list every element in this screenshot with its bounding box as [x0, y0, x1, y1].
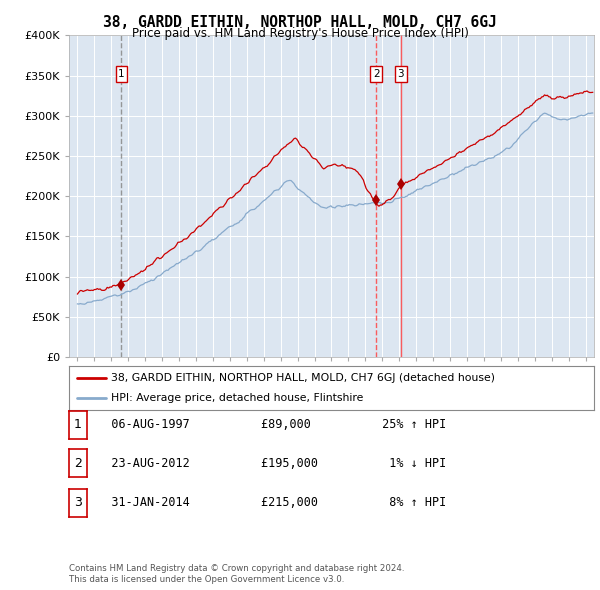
Text: Contains HM Land Registry data © Crown copyright and database right 2024.: Contains HM Land Registry data © Crown c… [69, 565, 404, 573]
Text: 3: 3 [74, 496, 82, 509]
Text: 06-AUG-1997          £89,000          25% ↑ HPI: 06-AUG-1997 £89,000 25% ↑ HPI [90, 418, 446, 431]
Text: 1: 1 [118, 69, 125, 79]
Text: 1: 1 [74, 418, 82, 431]
Text: Price paid vs. HM Land Registry's House Price Index (HPI): Price paid vs. HM Land Registry's House … [131, 27, 469, 40]
Text: HPI: Average price, detached house, Flintshire: HPI: Average price, detached house, Flin… [111, 393, 364, 402]
Text: This data is licensed under the Open Government Licence v3.0.: This data is licensed under the Open Gov… [69, 575, 344, 584]
Text: 2: 2 [373, 69, 380, 79]
Text: 23-AUG-2012          £195,000          1% ↓ HPI: 23-AUG-2012 £195,000 1% ↓ HPI [90, 457, 446, 470]
Text: 38, GARDD EITHIN, NORTHOP HALL, MOLD, CH7 6GJ: 38, GARDD EITHIN, NORTHOP HALL, MOLD, CH… [103, 15, 497, 30]
Text: 38, GARDD EITHIN, NORTHOP HALL, MOLD, CH7 6GJ (detached house): 38, GARDD EITHIN, NORTHOP HALL, MOLD, CH… [111, 373, 495, 383]
Text: 2: 2 [74, 457, 82, 470]
Text: 31-JAN-2014          £215,000          8% ↑ HPI: 31-JAN-2014 £215,000 8% ↑ HPI [90, 496, 446, 509]
Text: 3: 3 [397, 69, 404, 79]
